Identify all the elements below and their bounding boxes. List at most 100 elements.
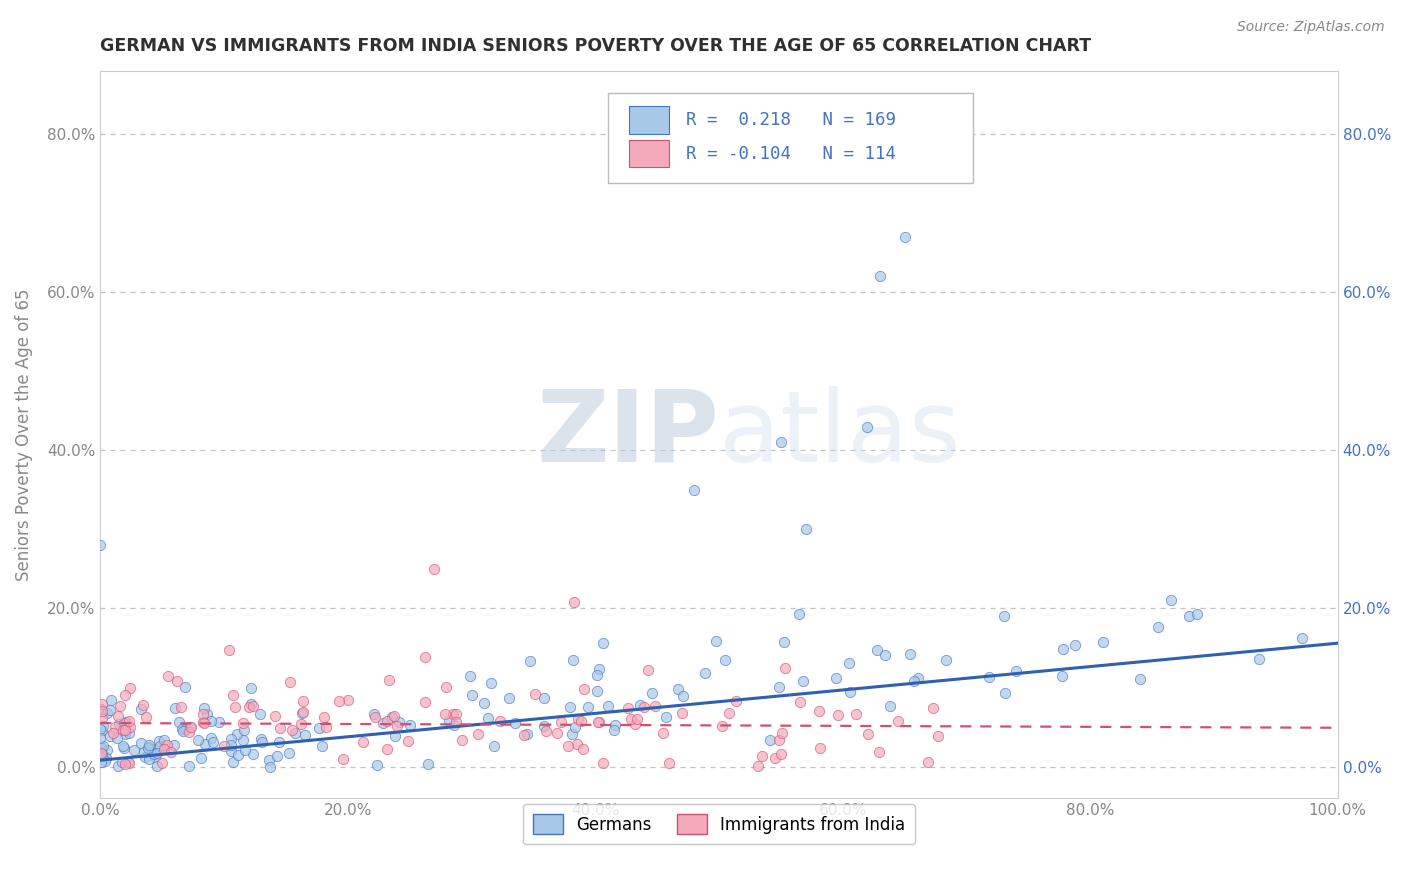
Point — [516, 727, 538, 741]
Point — [382, 709, 405, 723]
Point — [626, 712, 648, 726]
Point — [156, 738, 179, 752]
Point — [233, 723, 256, 737]
Point — [770, 725, 793, 739]
Text: Source: ZipAtlas.com: Source: ZipAtlas.com — [1237, 20, 1385, 34]
Point — [122, 743, 145, 757]
Point — [1185, 607, 1208, 621]
Point — [668, 681, 690, 696]
Point — [789, 695, 811, 709]
Point — [153, 742, 176, 756]
Text: GERMAN VS IMMIGRANTS FROM INDIA SENIORS POVERTY OVER THE AGE OF 65 CORRELATION C: GERMAN VS IMMIGRANTS FROM INDIA SENIORS … — [100, 37, 1091, 55]
Point — [624, 716, 647, 731]
Point — [838, 685, 860, 699]
Point — [1004, 664, 1026, 678]
Point — [1249, 651, 1271, 665]
Point — [572, 742, 595, 756]
Point — [460, 688, 482, 702]
Point — [482, 739, 505, 754]
Point — [467, 727, 489, 741]
Point — [567, 712, 589, 726]
Point — [724, 694, 747, 708]
Point — [226, 748, 249, 763]
Point — [513, 727, 536, 741]
Text: atlas: atlas — [718, 386, 960, 483]
Point — [242, 747, 264, 762]
Point — [672, 689, 695, 703]
Point — [479, 675, 502, 690]
Point — [131, 701, 153, 715]
Text: R = -0.104   N = 114: R = -0.104 N = 114 — [686, 145, 896, 162]
Point — [641, 686, 664, 700]
Point — [114, 723, 136, 737]
Point — [856, 727, 879, 741]
Point — [385, 719, 408, 733]
Point — [269, 735, 291, 749]
Point — [114, 741, 136, 756]
Point — [242, 699, 264, 714]
Point — [586, 715, 609, 730]
Point — [633, 700, 655, 714]
Point — [993, 609, 1015, 624]
Point — [768, 681, 790, 695]
Point — [222, 688, 245, 702]
Point — [111, 723, 134, 737]
Point — [1291, 631, 1313, 645]
Point — [546, 726, 568, 740]
Point — [166, 673, 188, 688]
Point — [364, 710, 387, 724]
Point — [136, 740, 159, 755]
Point — [98, 703, 121, 717]
Point — [671, 706, 693, 721]
Point — [311, 739, 333, 753]
Point — [221, 755, 243, 769]
Point — [592, 756, 614, 770]
Point — [90, 746, 112, 760]
Point — [711, 719, 734, 733]
Point — [366, 758, 388, 772]
Point — [250, 735, 273, 749]
Point — [586, 668, 609, 682]
Point — [89, 740, 111, 755]
Point — [170, 722, 193, 736]
Point — [576, 699, 599, 714]
Point — [574, 682, 596, 697]
Point — [827, 707, 849, 722]
Point — [443, 718, 465, 732]
Point — [115, 714, 138, 729]
Point — [224, 700, 246, 714]
Point — [315, 720, 337, 734]
Point — [747, 758, 769, 772]
Point — [994, 685, 1017, 699]
Point — [1052, 641, 1074, 656]
Point — [174, 722, 197, 736]
Point — [107, 759, 129, 773]
Point — [605, 718, 627, 732]
Point — [388, 714, 411, 729]
Point — [159, 745, 181, 759]
Point — [416, 756, 439, 771]
Point — [398, 718, 420, 732]
Point — [238, 700, 260, 714]
Point — [561, 727, 583, 741]
Point — [129, 736, 152, 750]
Point — [281, 723, 304, 738]
Point — [114, 688, 136, 702]
Point — [117, 755, 139, 769]
Point — [332, 751, 354, 765]
Point — [423, 562, 446, 576]
Point — [922, 700, 945, 714]
Point — [193, 716, 215, 731]
Point — [294, 728, 316, 742]
Point — [90, 739, 112, 754]
Point — [695, 666, 717, 681]
Point — [1052, 669, 1074, 683]
Point — [212, 739, 235, 753]
Point — [384, 729, 406, 743]
Point — [259, 759, 281, 773]
Point — [89, 722, 111, 736]
Point — [120, 720, 142, 734]
Point — [533, 719, 555, 733]
Point — [91, 739, 114, 753]
Point — [979, 670, 1001, 684]
